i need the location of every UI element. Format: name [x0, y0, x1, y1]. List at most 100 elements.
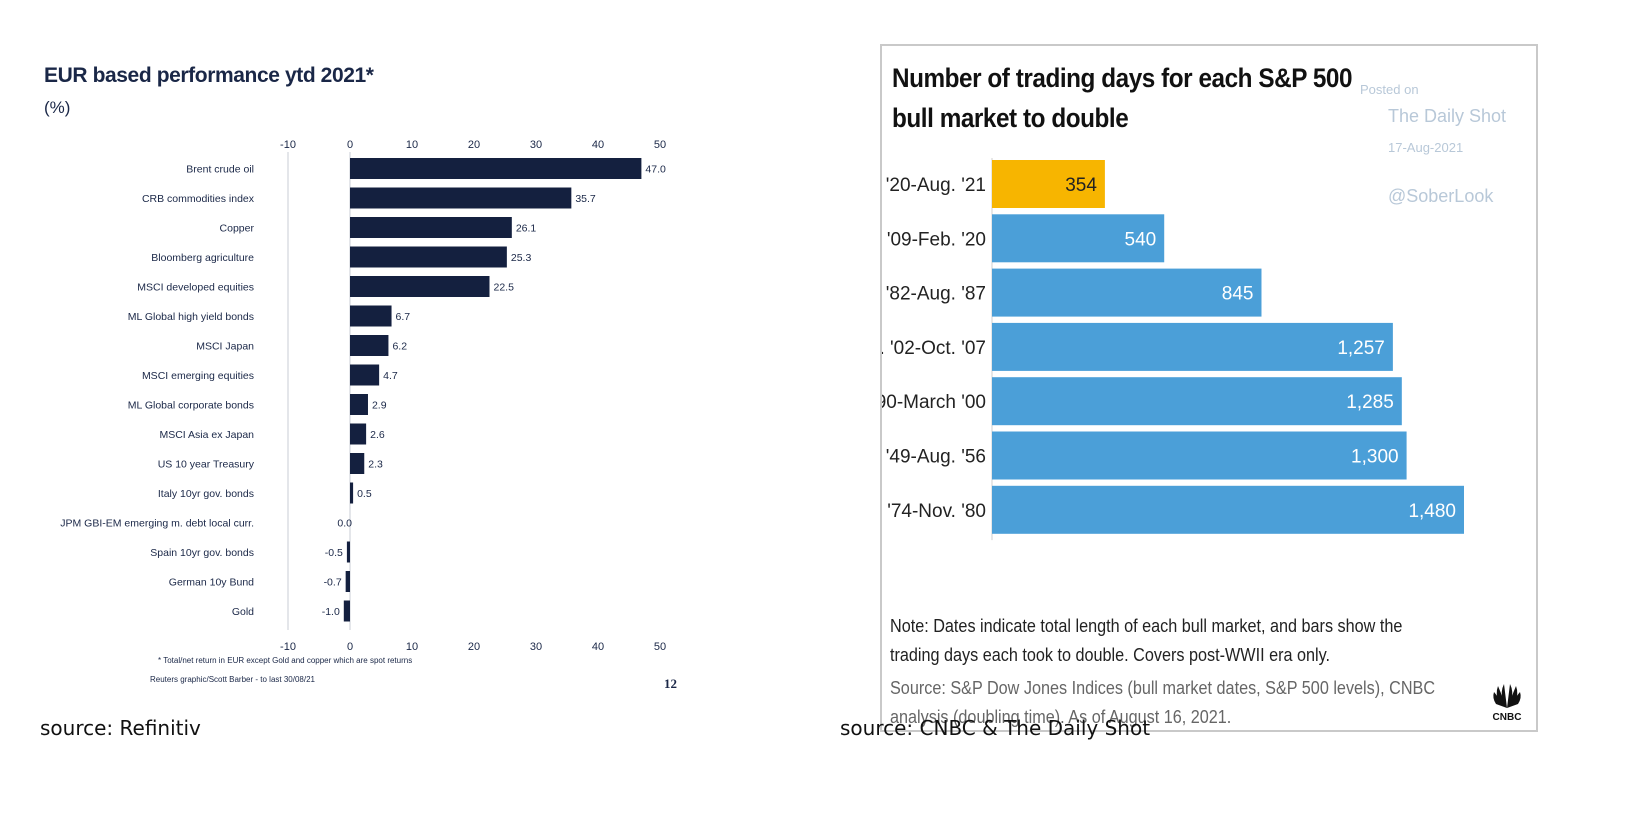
- left-category-label-4: MSCI developed equities: [137, 282, 254, 294]
- right-caption: source: CNBC & The Daily Shot: [840, 716, 1151, 740]
- left-bar-5: [350, 305, 392, 327]
- left-bar-10: [350, 453, 365, 474]
- right-category-label-0: March '20-Aug. '21: [882, 175, 986, 196]
- left-chart-panel: EUR based performance ytd 2021* (%) -10-…: [40, 60, 730, 720]
- left-tick-top-1: 0: [347, 139, 353, 151]
- right-bar-4: [992, 377, 1402, 426]
- right-chart-title: Number of trading days for each S&P 500 …: [892, 63, 1353, 133]
- left-value-label-13: -0.5: [325, 547, 343, 559]
- left-bar-9: [350, 423, 367, 445]
- left-bar-2: [350, 217, 512, 238]
- left-chart-svg: -10 -10 0 0 10 10 20 20 30 30 40 40 50 50 Brent crude …: [60, 139, 677, 691]
- left-category-label-15: Gold: [232, 606, 254, 618]
- left-tick-bottom-0: -10: [280, 641, 296, 653]
- right-value-label-5: 1,300: [1351, 447, 1399, 468]
- left-value-label-12: 0.0: [337, 518, 352, 530]
- right-bar-5: [992, 431, 1407, 480]
- left-bar-11: [350, 482, 354, 504]
- left-tick-top-5: 40: [592, 139, 604, 151]
- left-value-label-4: 22.5: [494, 282, 515, 294]
- left-bar-1: [350, 187, 572, 209]
- left-value-label-0: 47.0: [645, 164, 666, 176]
- left-tick-top-6: 50: [654, 139, 666, 151]
- right-value-label-0: 354: [1065, 175, 1097, 196]
- left-value-label-11: 0.5: [357, 488, 372, 500]
- watermark-date: 17-Aug-2021: [1388, 140, 1464, 155]
- left-bar-15: [343, 600, 350, 622]
- left-category-label-14: German 10y Bund: [169, 577, 254, 589]
- left-bar-7: [350, 364, 380, 386]
- left-tick-bottom-5: 40: [592, 641, 604, 653]
- right-value-label-3: 1,257: [1337, 338, 1385, 359]
- right-bar-3: [992, 322, 1393, 371]
- left-bar-3: [350, 246, 507, 268]
- left-category-label-10: US 10 year Treasury: [158, 459, 255, 471]
- right-bar-1: [992, 214, 1165, 263]
- left-tick-top-3: 20: [468, 139, 480, 151]
- right-category-label-3: Oct. '02-Oct. '07: [882, 338, 986, 359]
- right-value-label-2: 845: [1222, 284, 1254, 305]
- left-page-number: 12: [664, 676, 677, 691]
- left-value-label-8: 2.9: [372, 400, 387, 412]
- left-tick-top-2: 10: [406, 139, 418, 151]
- left-bar-4: [350, 276, 490, 297]
- left-category-label-12: JPM GBI-EM emerging m. debt local curr.: [60, 518, 254, 530]
- right-chart-panel: Number of trading days for each S&P 500 …: [880, 44, 1538, 732]
- cnbc-logo: CNBC: [1493, 684, 1522, 722]
- left-footnote: * Total/net return in EUR except Gold an…: [158, 656, 412, 665]
- right-chart-source: Source: S&P Dow Jones Indices (bull mark…: [890, 678, 1436, 727]
- left-category-label-1: CRB commodities index: [142, 193, 255, 205]
- right-value-label-1: 540: [1125, 229, 1157, 250]
- left-category-label-6: MSCI Japan: [196, 341, 254, 353]
- right-category-label-1: March '09-Feb. '20: [882, 229, 986, 250]
- left-bar-0: [350, 158, 642, 179]
- left-bar-14: [345, 571, 350, 592]
- right-category-label-4: Oct. '90-March '00: [882, 392, 986, 413]
- left-chart-title: EUR based performance ytd 2021*: [44, 64, 374, 87]
- left-category-label-7: MSCI emerging equities: [142, 370, 254, 382]
- left-value-label-6: 6.2: [392, 341, 407, 353]
- left-category-label-3: Bloomberg agriculture: [151, 252, 254, 264]
- left-tick-bottom-6: 50: [654, 641, 666, 653]
- watermark-posted-on: Posted on: [1360, 82, 1419, 97]
- left-category-label-0: Brent crude oil: [186, 164, 254, 176]
- watermark-site: The Daily Shot: [1388, 106, 1507, 126]
- cnbc-logo-text: CNBC: [1493, 712, 1522, 722]
- left-tick-bottom-3: 20: [468, 641, 480, 653]
- left-value-label-5: 6.7: [396, 311, 411, 323]
- left-bar-6: [350, 335, 389, 356]
- left-tick-bottom-4: 30: [530, 641, 542, 653]
- right-chart-note: Note: Dates indicate total length of eac…: [890, 616, 1403, 665]
- right-bar-0: [992, 160, 1105, 208]
- left-tick-top-0: -10: [280, 139, 296, 151]
- left-value-label-9: 2.6: [370, 429, 385, 441]
- left-category-label-11: Italy 10yr gov. bonds: [158, 488, 254, 500]
- right-value-label-6: 1,480: [1408, 501, 1456, 522]
- left-value-label-2: 26.1: [516, 223, 537, 235]
- right-bar-6: [992, 485, 1464, 534]
- left-category-label-8: ML Global corporate bonds: [128, 400, 254, 412]
- right-bar-2: [992, 268, 1262, 317]
- left-chart-unit: (%): [44, 98, 71, 117]
- left-value-label-14: -0.7: [324, 577, 342, 589]
- left-tick-bottom-1: 0: [347, 641, 353, 653]
- watermark-handle: @SoberLook: [1388, 186, 1494, 206]
- left-category-label-13: Spain 10yr gov. bonds: [150, 547, 254, 559]
- right-category-label-6: Oct. '74-Nov. '80: [882, 501, 986, 522]
- left-value-label-3: 25.3: [511, 252, 532, 264]
- left-bar-8: [350, 394, 368, 415]
- left-value-label-1: 35.7: [575, 193, 596, 205]
- left-credit: Reuters graphic/Scott Barber - to last 3…: [150, 675, 316, 684]
- left-tick-top-4: 30: [530, 139, 542, 151]
- left-category-label-9: MSCI Asia ex Japan: [159, 429, 254, 441]
- right-category-label-5: June '49-Aug. '56: [882, 447, 986, 468]
- left-caption: source: Refinitiv: [40, 716, 201, 740]
- left-value-label-15: -1.0: [322, 606, 340, 618]
- right-value-label-4: 1,285: [1346, 392, 1394, 413]
- left-tick-bottom-2: 10: [406, 641, 418, 653]
- right-chart-svg: March '20-Aug. '21 354 March '09-Feb. '20 5…: [882, 158, 1464, 541]
- left-value-label-7: 4.7: [383, 370, 398, 382]
- right-category-label-2: Aug. '82-Aug. '87: [882, 284, 986, 305]
- left-bar-13: [346, 541, 350, 563]
- left-category-label-5: ML Global high yield bonds: [128, 311, 254, 323]
